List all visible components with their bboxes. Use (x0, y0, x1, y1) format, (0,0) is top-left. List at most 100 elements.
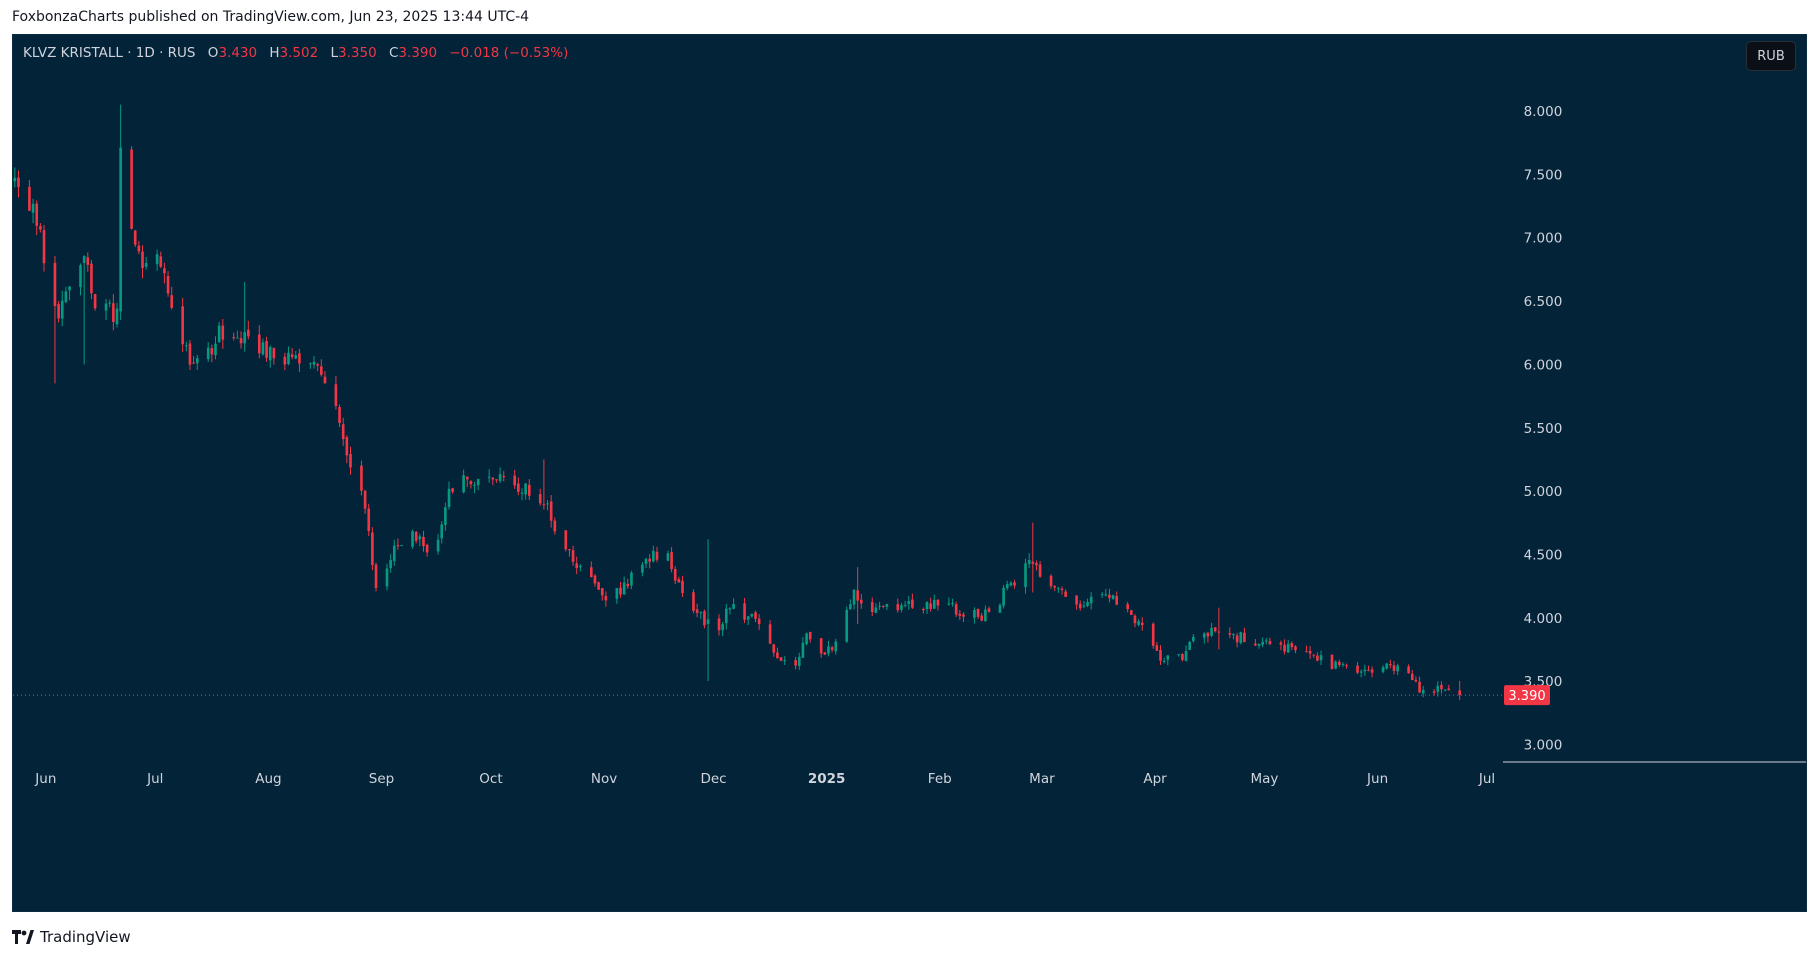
time-axis[interactable]: Jun Jul Aug Sep Oct Nov Dec 2025 Feb Mar Apr May Jun… (34, 771, 1495, 787)
candle-body (1210, 627, 1213, 636)
candlestick-chart[interactable]: 3.0003.5004.0004.5005.0005.5006.0006.500… (13, 35, 1807, 912)
candle-body (104, 303, 108, 311)
candle-body (1414, 679, 1418, 682)
candle (768, 620, 772, 645)
candle (130, 146, 133, 230)
candle-body (371, 532, 374, 565)
candle (422, 530, 425, 552)
candle-body (1290, 643, 1294, 648)
candle (900, 602, 903, 613)
candle (856, 567, 859, 625)
candle-body (699, 612, 703, 614)
candle (206, 342, 210, 362)
candle-body (801, 642, 805, 658)
candle-body (520, 492, 524, 494)
candle (268, 345, 272, 368)
chart-panel[interactable]: 3.000 3.500 4.000 4.500 5.000 5.500 6.000 6.500… (12, 34, 1807, 912)
candle-body (1261, 641, 1264, 645)
candle (491, 477, 495, 486)
time-tick-label: Apr (1143, 771, 1167, 787)
candle-body (396, 545, 400, 547)
candle (42, 224, 46, 272)
candle-body (666, 553, 670, 561)
candle (133, 229, 137, 248)
candle (1283, 639, 1286, 655)
candle-body (849, 604, 852, 609)
candle-body (681, 580, 684, 594)
candle (1002, 584, 1005, 609)
candle-body (257, 334, 261, 354)
candle-body (1181, 653, 1184, 660)
candle (1129, 609, 1133, 616)
candle-body (82, 256, 86, 263)
candle (878, 601, 881, 610)
candle-body (823, 652, 827, 655)
last-price-badge-label: 3.390 (1508, 689, 1545, 704)
candle-body (440, 524, 444, 539)
price-tick-label: 7.500 (1524, 167, 1563, 183)
candle-body (1235, 635, 1239, 643)
last-price-badge: 3.390 (1504, 685, 1550, 706)
candle-body (903, 604, 907, 606)
time-tick-label: Jun (1366, 771, 1388, 787)
candle-body (1053, 586, 1057, 588)
price-tick-label: 5.500 (1524, 421, 1563, 437)
tradingview-logo[interactable]: TradingView (12, 928, 131, 946)
candle (247, 320, 250, 340)
candle-body (571, 550, 575, 562)
candle (1319, 650, 1323, 666)
candle (115, 302, 119, 328)
candle-body (1151, 623, 1155, 646)
candle-body (929, 603, 932, 609)
candle (830, 645, 834, 653)
candle-body (808, 632, 812, 640)
candle-body (1286, 643, 1290, 653)
candle (527, 478, 531, 501)
candle-body (1389, 664, 1392, 666)
candle (1181, 653, 1184, 662)
candle (1418, 676, 1421, 694)
candle (236, 330, 239, 339)
candle (447, 481, 451, 510)
candle-body (976, 608, 980, 617)
candle-body (538, 494, 542, 504)
candle (119, 104, 122, 321)
candle (1111, 594, 1115, 600)
candle (936, 599, 940, 611)
candle-body (1341, 663, 1345, 665)
candle-body (39, 226, 42, 230)
candle-body (911, 599, 914, 608)
candle-body (1334, 661, 1337, 669)
candle (947, 597, 951, 606)
price-tick-label: 7.000 (1524, 231, 1563, 247)
candle (834, 638, 838, 655)
candle-body (542, 504, 546, 506)
candle-body (1035, 563, 1038, 566)
candle-body (1166, 655, 1170, 660)
price-axis[interactable]: 3.0003.5004.0004.5005.0005.5006.0006.500… (1524, 104, 1563, 754)
candle-body (1370, 669, 1374, 673)
candle-body (768, 624, 772, 644)
candle (1356, 662, 1359, 675)
currency-button[interactable]: RUB (1746, 41, 1796, 71)
candle (922, 607, 925, 614)
candle (312, 355, 316, 369)
candle (389, 554, 392, 573)
candle (951, 598, 954, 607)
candle-body (907, 601, 911, 604)
candle (35, 200, 39, 236)
candle (801, 637, 805, 659)
candle-body (1254, 643, 1257, 646)
candle (549, 495, 553, 528)
publish-caption: FoxbonzaCharts published on TradingView.… (12, 9, 530, 25)
candle-body (367, 508, 371, 532)
candle (754, 610, 757, 623)
candle-body (112, 303, 115, 323)
candle (1159, 645, 1162, 666)
candle (1316, 652, 1319, 662)
candle (1334, 660, 1337, 670)
candle-body (502, 476, 506, 478)
candle (221, 318, 225, 349)
candle-body (1432, 691, 1436, 693)
candle-body (1075, 595, 1078, 605)
